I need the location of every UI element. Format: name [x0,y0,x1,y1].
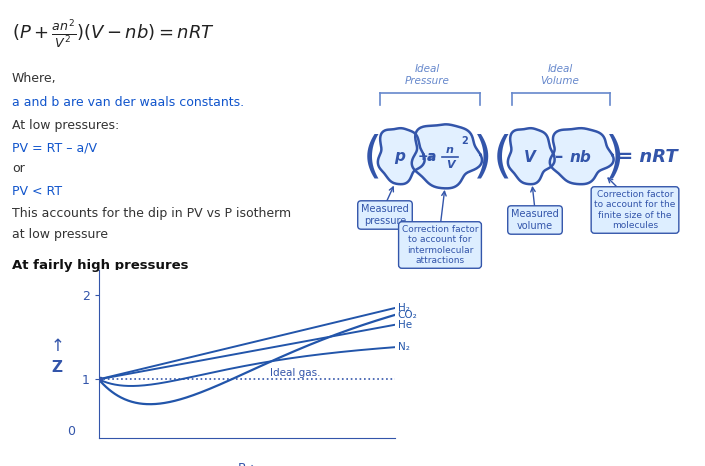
Text: = nRT: = nRT [618,148,678,166]
Polygon shape [550,128,613,184]
Text: ): ) [606,133,625,181]
Text: (: ( [362,133,381,181]
Text: At fairly high pressures: At fairly high pressures [12,259,188,272]
Polygon shape [412,124,482,188]
Text: N₂: N₂ [398,342,410,352]
Text: H₂: H₂ [398,303,410,313]
Text: This accounts for the dip in PV vs P isotherm: This accounts for the dip in PV vs P iso… [12,207,291,220]
Text: CO₂: CO₂ [398,310,417,320]
Text: PV = RT – a/V: PV = RT – a/V [12,141,97,154]
Text: 2: 2 [462,136,468,146]
Text: +a: +a [417,151,436,164]
Text: Ideal
Pressure: Ideal Pressure [405,64,450,86]
Text: –: – [554,148,562,166]
Text: V: V [446,160,454,170]
Text: He: He [398,320,412,330]
Text: Correction factor
to account for the
finite size of the
molecules: Correction factor to account for the fin… [594,190,675,230]
Text: 0: 0 [67,425,75,438]
Text: At low pressures:: At low pressures: [12,119,119,132]
Text: or: or [12,162,25,175]
Text: a and b are van der waals constants.: a and b are van der waals constants. [12,96,244,110]
Text: (: ( [492,133,512,181]
Text: Correction factor
to account for
intermolecular
attractions: Correction factor to account for intermo… [402,225,478,265]
Text: ↑: ↑ [50,337,64,355]
Polygon shape [378,128,424,184]
Polygon shape [508,128,555,184]
Text: Measured
pressure: Measured pressure [361,204,409,226]
Text: Z: Z [51,360,63,375]
Text: $(P + \frac{an^2}{V^2})(V - nb) = nRT$: $(P + \frac{an^2}{V^2})(V - nb) = nRT$ [12,18,215,51]
Text: n: n [446,145,454,155]
Text: Ideal
Volume: Ideal Volume [541,64,580,86]
Text: at low pressure: at low pressure [12,228,108,241]
Text: Measured
volume: Measured volume [511,209,559,231]
Text: P→: P→ [238,461,256,466]
Text: Ideal gas.: Ideal gas. [271,369,321,378]
Text: PV < RT: PV < RT [12,185,62,198]
Text: nb: nb [569,150,591,164]
Text: V: V [524,150,536,164]
Text: p: p [395,150,405,164]
Text: ): ) [473,133,493,181]
Text: Where,: Where, [12,72,56,85]
Text: a: a [427,150,436,164]
